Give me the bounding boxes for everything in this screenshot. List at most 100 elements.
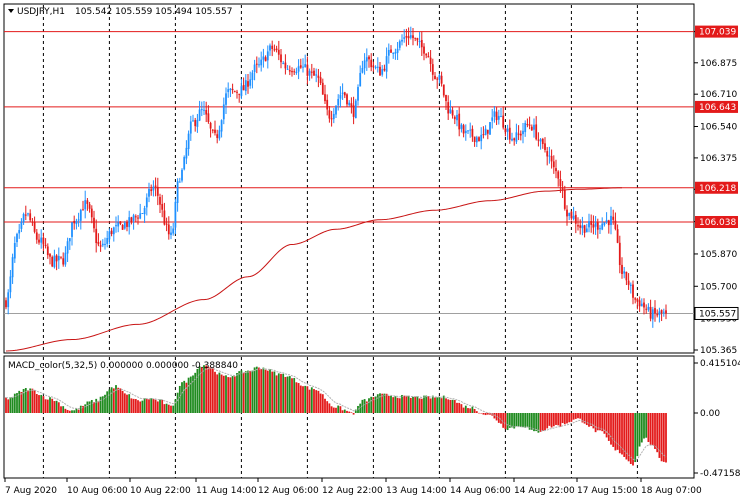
- macd-bar: [434, 397, 436, 413]
- macd-bar: [304, 385, 307, 413]
- candle-body: [7, 292, 10, 308]
- macd-bar: [383, 393, 386, 413]
- candle-body: [337, 98, 340, 106]
- macd-bar: [359, 403, 362, 413]
- candle-body: [31, 221, 34, 223]
- macd-bar: [526, 413, 529, 427]
- macd-bar: [90, 399, 93, 413]
- candle-body: [541, 138, 544, 145]
- macd-bar: [152, 398, 155, 413]
- candle-body: [253, 64, 256, 73]
- candle-body: [222, 104, 225, 120]
- candle-body: [649, 306, 652, 319]
- level-labels: 107.039 106.643 106.218 106.038 105.557: [694, 25, 739, 320]
- macd-bar: [119, 388, 122, 413]
- macd-bar: [625, 413, 628, 460]
- macd-bar: [313, 389, 315, 413]
- candle-body: [414, 37, 417, 39]
- macd-bar: [431, 395, 434, 413]
- macd-bar: [440, 398, 443, 413]
- candle-body: [504, 128, 507, 133]
- candle-body: [88, 204, 91, 209]
- candle-body: [429, 57, 432, 64]
- level-box: [695, 25, 738, 38]
- candle-body: [570, 211, 573, 219]
- candle-body: [563, 189, 566, 209]
- candle-body: [530, 126, 533, 131]
- x-tick-label: 14 Aug 22:00: [514, 486, 575, 496]
- macd-bar: [425, 395, 428, 413]
- macd-bar: [108, 389, 111, 413]
- macd-bar: [473, 408, 476, 413]
- candle-body: [115, 225, 117, 227]
- candle-body: [385, 56, 388, 72]
- candle-body: [185, 147, 188, 159]
- macd-bar: [227, 377, 230, 413]
- macd-bar: [343, 409, 346, 413]
- macd-bar: [372, 397, 375, 413]
- macd-bar: [104, 394, 106, 413]
- candle-body: [396, 48, 399, 53]
- candle-body: [517, 133, 520, 135]
- macd-bar: [229, 377, 232, 413]
- candle-body: [24, 214, 27, 216]
- candle-body: [284, 62, 287, 69]
- macd-bar: [352, 413, 355, 415]
- candle-body: [262, 56, 265, 60]
- macd-bar: [137, 400, 139, 413]
- macd-bar: [453, 400, 456, 413]
- macd-bar: [75, 408, 78, 413]
- macd-bar: [614, 413, 617, 451]
- candle-body: [77, 219, 80, 221]
- macd-bar: [616, 413, 619, 450]
- candle-body: [104, 243, 106, 245]
- macd-bar: [354, 409, 357, 413]
- candle-body: [533, 124, 535, 130]
- candle-body: [456, 114, 458, 121]
- candle-body: [218, 130, 221, 139]
- candle-body: [478, 137, 480, 142]
- macd-bar: [161, 399, 164, 413]
- macd-bar: [407, 395, 410, 413]
- candle-body: [156, 186, 159, 196]
- candle-body: [82, 209, 84, 211]
- candle-body: [44, 244, 47, 247]
- candle-body: [75, 220, 78, 225]
- level-value: 106.643: [699, 103, 736, 113]
- macd-panel: [3, 355, 695, 479]
- macd-bar: [225, 375, 227, 413]
- dropdown-triangle-icon[interactable]: [8, 9, 14, 13]
- macd-bar: [590, 413, 593, 427]
- macd-bar: [530, 413, 533, 430]
- candle-body: [401, 39, 403, 42]
- macd-bar: [599, 413, 601, 431]
- macd-bar: [130, 398, 133, 413]
- candle-body: [436, 78, 439, 80]
- macd-bar: [275, 375, 278, 413]
- macd-bar: [20, 391, 23, 413]
- signal-line: [5, 367, 667, 461]
- macd-bar: [145, 398, 148, 413]
- macd-bar: [218, 372, 221, 413]
- candle-body: [548, 155, 551, 157]
- candle-body: [229, 88, 232, 91]
- candle-body: [240, 86, 243, 97]
- macd-bar: [442, 395, 445, 413]
- candle-body: [154, 185, 157, 187]
- macd-bar: [176, 392, 179, 413]
- macd-bar: [244, 371, 247, 413]
- macd-bar: [451, 399, 454, 413]
- candle-body: [425, 53, 428, 56]
- macd-bar: [460, 404, 463, 413]
- candle-body: [315, 74, 318, 76]
- candle-body: [486, 129, 489, 134]
- macd-bar: [656, 413, 659, 453]
- candle-body: [409, 35, 412, 38]
- candle-body: [614, 220, 617, 229]
- macd-bar: [110, 387, 113, 413]
- candle-body: [524, 122, 527, 133]
- candle-body: [123, 222, 126, 229]
- candle-body: [332, 113, 335, 120]
- macd-bar: [181, 382, 183, 413]
- candle-body: [407, 36, 410, 39]
